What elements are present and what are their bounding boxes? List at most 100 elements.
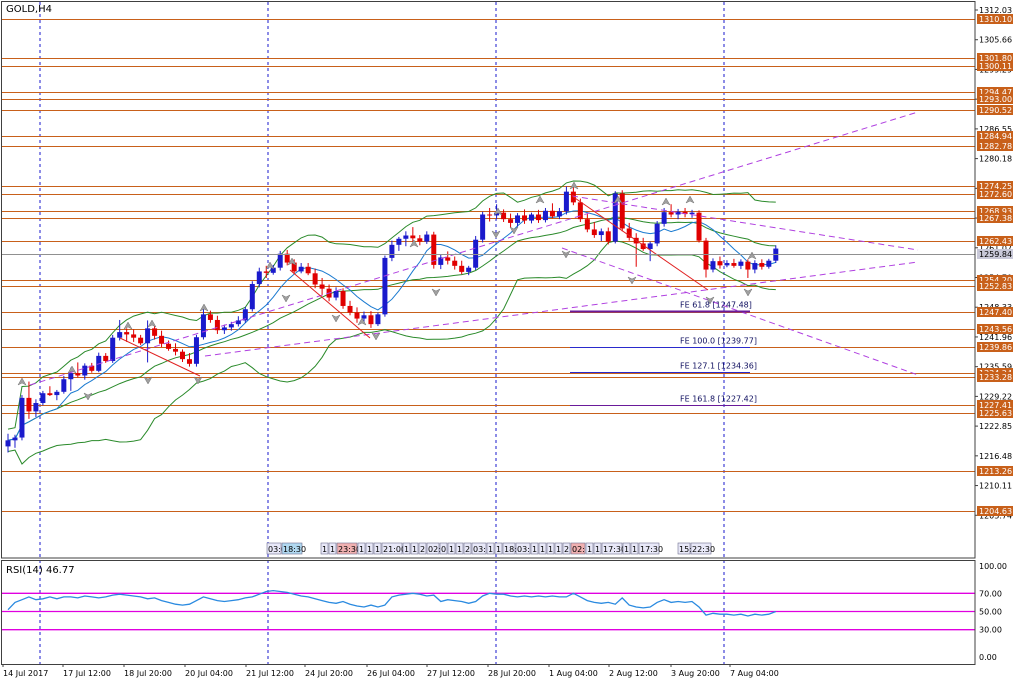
candle[interactable] bbox=[19, 395, 25, 441]
candle[interactable] bbox=[403, 231, 409, 247]
session-marker[interactable]: 1 bbox=[630, 542, 639, 555]
level-price-tag[interactable]: 1267.38 bbox=[977, 213, 1013, 223]
level-price-tag[interactable]: 1233.28 bbox=[977, 372, 1013, 382]
level-price-tag[interactable]: 1282.78 bbox=[977, 141, 1013, 151]
candle[interactable] bbox=[459, 260, 465, 275]
candle[interactable] bbox=[731, 258, 737, 268]
session-marker[interactable]: 1 bbox=[373, 542, 382, 555]
session-marker[interactable]: 1 bbox=[546, 542, 555, 555]
session-marker[interactable]: 18:30 bbox=[281, 542, 306, 555]
candle[interactable] bbox=[563, 186, 569, 215]
session-marker[interactable]: 18: bbox=[502, 542, 517, 555]
candle[interactable] bbox=[410, 227, 416, 243]
candle[interactable] bbox=[256, 267, 262, 288]
candle[interactable] bbox=[703, 237, 709, 278]
candle[interactable] bbox=[682, 207, 688, 218]
candle[interactable] bbox=[54, 389, 60, 401]
candle[interactable] bbox=[396, 236, 402, 251]
candle[interactable] bbox=[110, 334, 116, 363]
candle[interactable] bbox=[319, 277, 325, 296]
candle[interactable] bbox=[529, 212, 534, 224]
candle[interactable] bbox=[347, 300, 353, 316]
session-marker[interactable]: 22:30 bbox=[690, 542, 715, 555]
candle[interactable] bbox=[647, 241, 653, 262]
candle[interactable] bbox=[584, 214, 590, 233]
candle[interactable] bbox=[508, 213, 514, 228]
session-marker[interactable]: 1 bbox=[328, 542, 337, 555]
session-marker[interactable]: 2 bbox=[562, 542, 571, 555]
candle[interactable] bbox=[173, 343, 179, 356]
session-marker[interactable]: 03: bbox=[515, 542, 531, 555]
level-price-tag[interactable]: 1227.41 bbox=[977, 400, 1013, 410]
candle[interactable] bbox=[501, 209, 507, 222]
level-price-tag[interactable]: 1293.00 bbox=[977, 94, 1013, 104]
candle[interactable] bbox=[40, 390, 46, 406]
session-marker[interactable]: 1 bbox=[530, 542, 539, 555]
candle[interactable] bbox=[759, 259, 765, 270]
session-marker[interactable]: 03:00 bbox=[266, 542, 291, 555]
candle[interactable] bbox=[438, 254, 444, 270]
candle[interactable] bbox=[619, 190, 625, 232]
current-price-tag[interactable]: 1259.84 bbox=[977, 249, 1013, 259]
abc-wave-line[interactable] bbox=[571, 195, 709, 291]
candle[interactable] bbox=[522, 209, 528, 224]
level-price-tag[interactable]: 1252.83 bbox=[977, 281, 1013, 291]
candle[interactable] bbox=[186, 353, 192, 367]
candle[interactable] bbox=[424, 231, 430, 244]
candle[interactable] bbox=[445, 251, 451, 265]
session-marker[interactable]: 1 bbox=[593, 542, 602, 555]
candle[interactable] bbox=[89, 362, 95, 373]
candle[interactable] bbox=[117, 319, 123, 341]
candle[interactable] bbox=[738, 259, 744, 270]
level-price-tag[interactable]: 1239.86 bbox=[977, 342, 1013, 352]
candle[interactable] bbox=[242, 306, 248, 323]
level-price-tag[interactable]: 1243.56 bbox=[977, 324, 1013, 334]
candle[interactable] bbox=[724, 260, 730, 268]
candle[interactable] bbox=[249, 281, 255, 312]
candle[interactable] bbox=[263, 265, 269, 278]
candle[interactable] bbox=[214, 315, 220, 334]
session-marker[interactable]: 1 bbox=[494, 542, 503, 555]
candle[interactable] bbox=[152, 325, 158, 340]
candle[interactable] bbox=[766, 258, 772, 269]
session-marker[interactable]: 02: bbox=[570, 542, 586, 555]
candle[interactable] bbox=[389, 240, 395, 262]
level-price-tag[interactable]: 1294.47 bbox=[977, 87, 1013, 97]
session-marker[interactable]: 17:30 bbox=[638, 542, 663, 555]
candle[interactable] bbox=[591, 221, 597, 238]
candle[interactable] bbox=[515, 213, 521, 227]
candle[interactable] bbox=[473, 235, 479, 271]
candle[interactable] bbox=[82, 363, 88, 380]
candle[interactable] bbox=[180, 349, 185, 362]
candle[interactable] bbox=[626, 222, 632, 241]
candle[interactable] bbox=[33, 399, 39, 418]
session-marker[interactable]: 02: bbox=[426, 542, 441, 555]
candle[interactable] bbox=[312, 268, 318, 289]
candle[interactable] bbox=[131, 329, 137, 342]
candle[interactable] bbox=[277, 250, 283, 271]
candle[interactable] bbox=[466, 265, 472, 276]
session-marker[interactable]: 1 bbox=[554, 542, 563, 555]
session-marker[interactable]: 03: bbox=[471, 542, 487, 555]
session-marker[interactable]: 0 bbox=[439, 542, 448, 555]
candle[interactable] bbox=[5, 433, 11, 453]
candle[interactable] bbox=[200, 307, 206, 340]
session-marker[interactable]: 23:30 bbox=[336, 542, 361, 555]
candle[interactable] bbox=[124, 328, 130, 342]
session-marker[interactable]: 1 bbox=[538, 542, 547, 555]
level-price-tag[interactable]: 1262.43 bbox=[977, 236, 1013, 246]
level-price-tag[interactable]: 1284.94 bbox=[977, 131, 1013, 141]
candle[interactable] bbox=[431, 231, 437, 269]
session-marker[interactable]: 1 bbox=[357, 542, 366, 555]
candle[interactable] bbox=[305, 263, 311, 276]
candle[interactable] bbox=[696, 210, 702, 243]
candle[interactable] bbox=[487, 207, 493, 222]
candle[interactable] bbox=[270, 264, 276, 275]
level-price-tag[interactable]: 1254.20 bbox=[977, 275, 1013, 285]
candle[interactable] bbox=[207, 310, 213, 323]
level-price-tag[interactable]: 1204.63 bbox=[977, 506, 1013, 516]
candle[interactable] bbox=[556, 207, 562, 220]
candle[interactable] bbox=[535, 209, 541, 223]
